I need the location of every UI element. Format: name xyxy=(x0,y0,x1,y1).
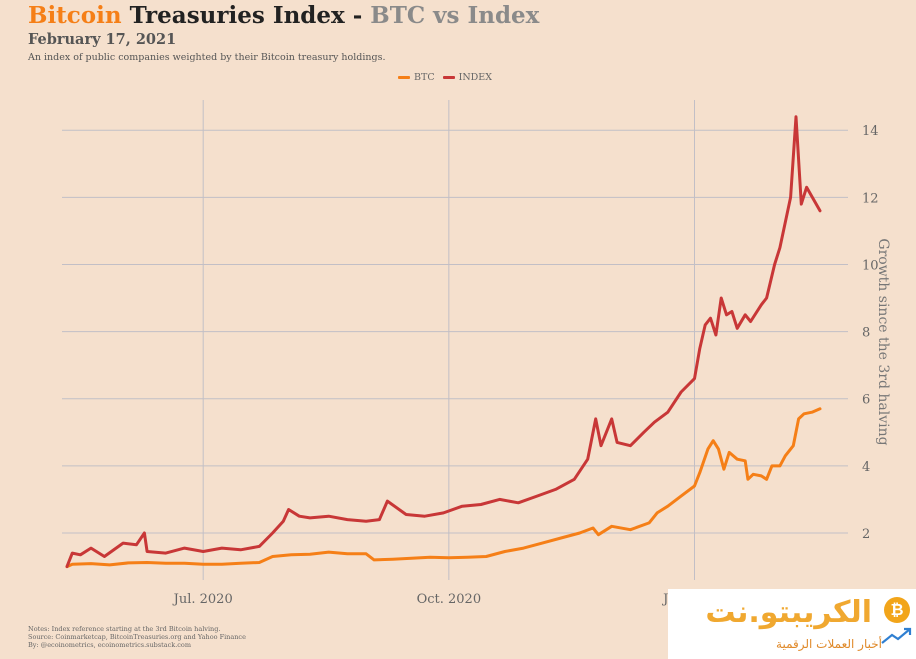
y-tick-label-4: 4 xyxy=(862,460,870,475)
series-line-index xyxy=(65,115,822,569)
y-tick-label-6: 6 xyxy=(862,393,870,408)
title-bitcoin: Bitcoin xyxy=(28,2,122,29)
x-tick-label-1: Oct. 2020 xyxy=(417,592,482,607)
legend-item-btc: BTC xyxy=(398,72,435,83)
legend-label-index: INDEX xyxy=(458,72,492,83)
legend: BTC INDEX xyxy=(398,72,492,83)
y-tick-label-14: 14 xyxy=(862,124,879,139)
chart-title: Bitcoin Treasuries Index - BTC vs Index xyxy=(28,2,539,29)
x-tick-label-0: Jul. 2020 xyxy=(172,592,233,607)
note-line-2: Source: Coinmarketcap, BitcoinTreasuries… xyxy=(28,633,246,641)
legend-swatch-btc xyxy=(398,76,410,79)
grid xyxy=(62,100,848,580)
series-line-btc xyxy=(65,407,822,569)
footnotes: Notes: Index reference starting at the 3… xyxy=(28,625,246,649)
watermark-main-text: الكريبتو.نت xyxy=(705,595,872,630)
y-tick-label-12: 12 xyxy=(862,191,879,206)
series-lines xyxy=(65,115,822,569)
watermark-logo: الكريبتو.نت أخبار العملات الرقمية ₿ xyxy=(668,589,916,659)
title-treasuries: Treasuries Index - xyxy=(121,2,371,29)
title-btc-vs-index: BTC vs Index xyxy=(370,2,540,29)
chart-date: February 17, 2021 xyxy=(28,31,177,48)
chart-subtitle: An index of public companies weighted by… xyxy=(28,52,386,63)
legend-item-index: INDEX xyxy=(442,72,492,83)
legend-label-btc: BTC xyxy=(414,72,435,83)
note-line-3: By: @ecoinometrics, ecoinometrics.substa… xyxy=(28,641,191,649)
y-tick-label-2: 2 xyxy=(862,527,870,542)
bitcoin-coin-icon: ₿ xyxy=(884,597,910,623)
watermark-sub-text: أخبار العملات الرقمية xyxy=(776,637,882,651)
note-line-1: Notes: Index reference starting at the 3… xyxy=(28,625,221,633)
legend-swatch-index xyxy=(442,76,455,79)
y-axis-ticks: 2 4 6 8 10 12 14 xyxy=(862,124,879,542)
y-tick-label-8: 8 xyxy=(862,326,870,341)
y-axis-label: Growth since the 3rd halving xyxy=(875,238,891,445)
trend-arrow-icon xyxy=(881,627,912,644)
y-tick-label-10: 10 xyxy=(862,258,879,273)
